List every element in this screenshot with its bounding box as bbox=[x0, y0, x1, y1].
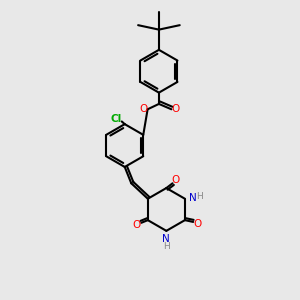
Text: O: O bbox=[139, 104, 148, 114]
Text: N: N bbox=[189, 193, 197, 202]
Text: Cl: Cl bbox=[110, 114, 122, 124]
Text: O: O bbox=[132, 220, 141, 230]
Text: N: N bbox=[163, 234, 170, 244]
Text: O: O bbox=[171, 175, 180, 185]
Text: O: O bbox=[193, 219, 201, 229]
Text: H: H bbox=[196, 193, 203, 202]
Text: O: O bbox=[171, 104, 179, 114]
Text: H: H bbox=[163, 242, 170, 251]
